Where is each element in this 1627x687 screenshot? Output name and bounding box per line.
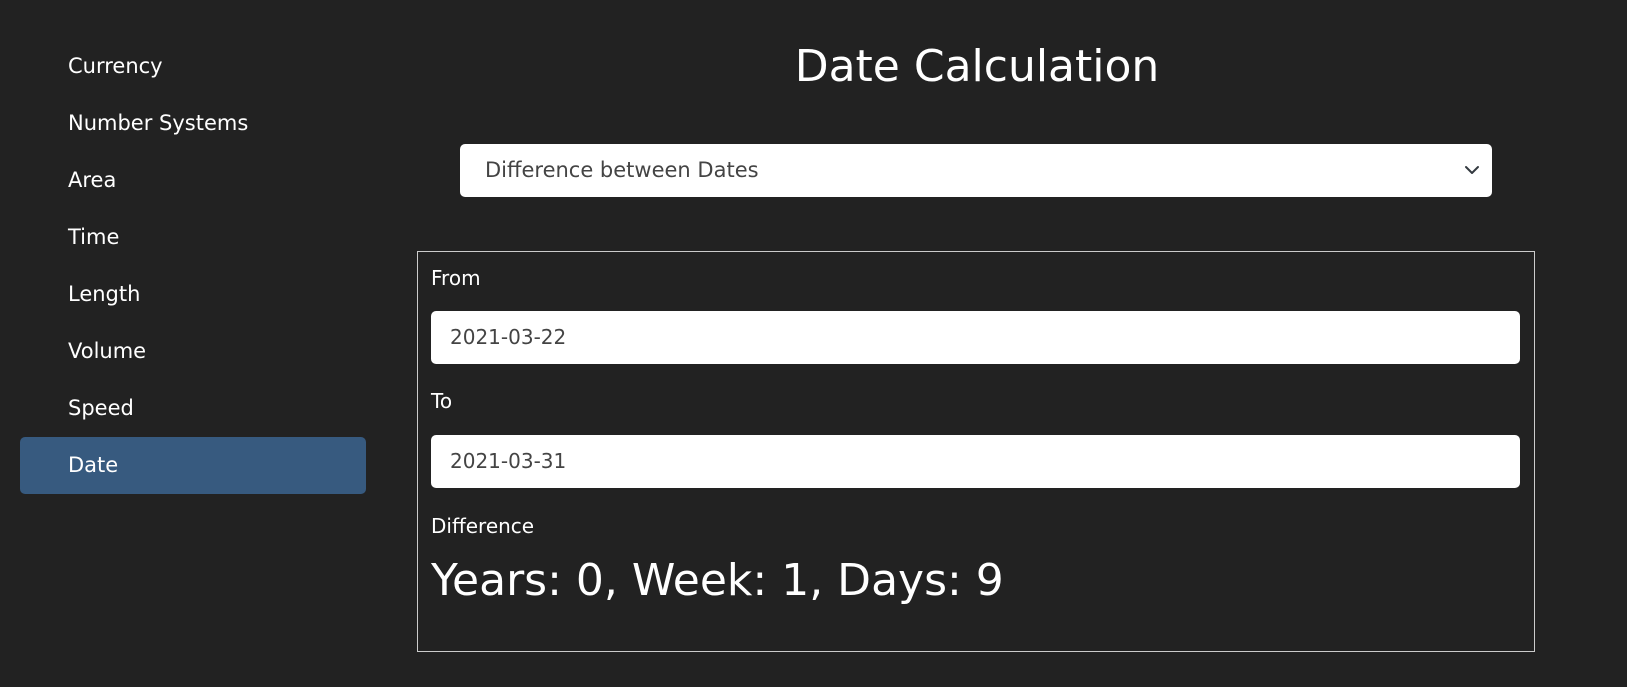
- page-title: Date Calculation: [794, 41, 1160, 92]
- sidebar: Currency Number Systems Area Time Length…: [20, 38, 366, 494]
- calculation-mode-select[interactable]: Difference between Dates: [460, 144, 1492, 197]
- calculation-mode-selected-value: Difference between Dates: [485, 158, 759, 182]
- from-date-input[interactable]: 2021-03-22: [431, 311, 1520, 364]
- sidebar-item-speed[interactable]: Speed: [68, 396, 134, 420]
- sidebar-item-length[interactable]: Length: [68, 282, 141, 306]
- chevron-down-icon: [1465, 166, 1479, 174]
- sidebar-item-date[interactable]: Date: [20, 437, 366, 494]
- from-label: From: [431, 266, 481, 290]
- sidebar-item-currency[interactable]: Currency: [68, 54, 163, 78]
- sidebar-item-volume[interactable]: Volume: [68, 339, 147, 363]
- to-date-input[interactable]: 2021-03-31: [431, 435, 1520, 488]
- difference-result: Years: 0, Week: 1, Days: 9: [431, 555, 1004, 606]
- to-label: To: [431, 389, 453, 413]
- sidebar-item-number-systems[interactable]: Number Systems: [68, 111, 249, 135]
- date-difference-panel: From 2021-03-22 To 2021-03-31 Difference…: [417, 251, 1535, 652]
- sidebar-item-area[interactable]: Area: [68, 168, 117, 192]
- difference-label: Difference: [431, 514, 535, 538]
- sidebar-item-time[interactable]: Time: [68, 225, 120, 249]
